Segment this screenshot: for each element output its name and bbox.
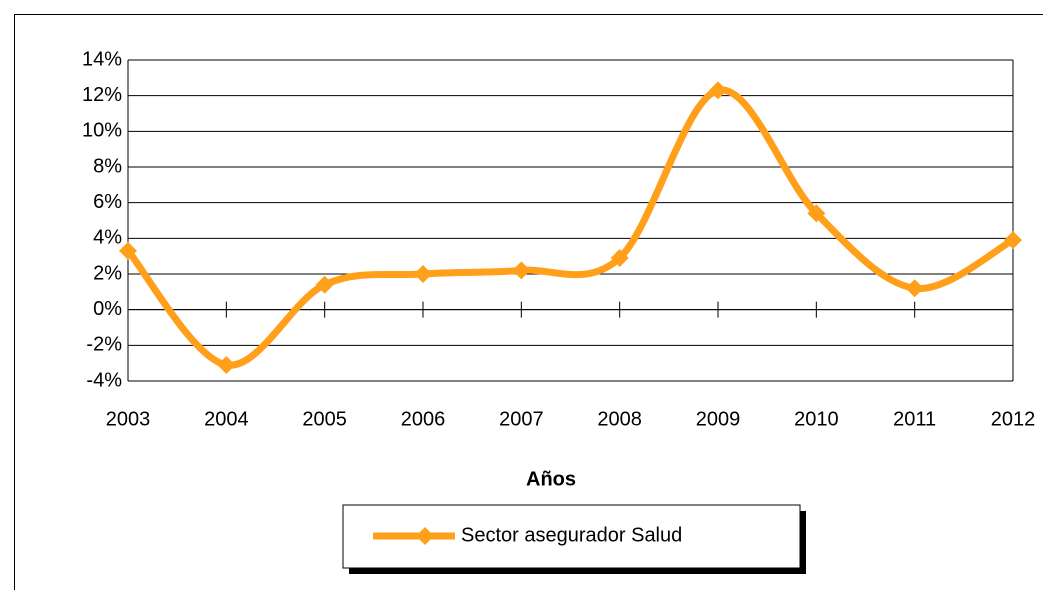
x-tick-label: 2005 — [302, 408, 347, 430]
x-tick-label: 2010 — [794, 408, 839, 430]
point-marker — [905, 279, 924, 298]
x-tick-label: 2007 — [499, 408, 544, 430]
y-tick-label: -4% — [86, 369, 122, 391]
x-tick-label: 2011 — [893, 408, 936, 430]
point-marker — [119, 241, 137, 260]
x-tick-label: 2004 — [204, 408, 249, 430]
chart-frame — [14, 14, 1043, 590]
point-marker — [414, 265, 432, 283]
legend-label: Sector asegurador Salud — [461, 524, 682, 546]
point-marker — [610, 248, 629, 267]
x-tick-label: 2006 — [401, 408, 446, 430]
x-tick-label: 2008 — [597, 408, 642, 430]
y-tick-label: -2% — [86, 334, 122, 356]
y-tick-label: 12% — [82, 84, 122, 106]
x-axis-title: Años — [526, 468, 576, 490]
y-tick-label: 4% — [93, 227, 122, 249]
y-tick-label: 8% — [93, 155, 122, 177]
x-tick-label: 2012 — [991, 408, 1036, 430]
point-marker — [217, 355, 236, 374]
x-tick-label: 2009 — [696, 408, 741, 430]
y-tick-label: 0% — [93, 298, 122, 320]
point-marker — [807, 204, 826, 223]
y-tick-label: 2% — [93, 262, 122, 284]
x-tick-label: 2003 — [106, 408, 151, 430]
point-marker — [709, 81, 727, 100]
point-marker — [315, 275, 334, 294]
series-line — [125, 86, 1015, 369]
y-tick-label: 6% — [93, 191, 122, 213]
point-marker — [1004, 231, 1022, 250]
point-marker — [512, 261, 531, 280]
y-tick-label: 14% — [82, 48, 122, 70]
y-tick-label: 10% — [82, 120, 122, 142]
legend-marker — [416, 527, 434, 545]
